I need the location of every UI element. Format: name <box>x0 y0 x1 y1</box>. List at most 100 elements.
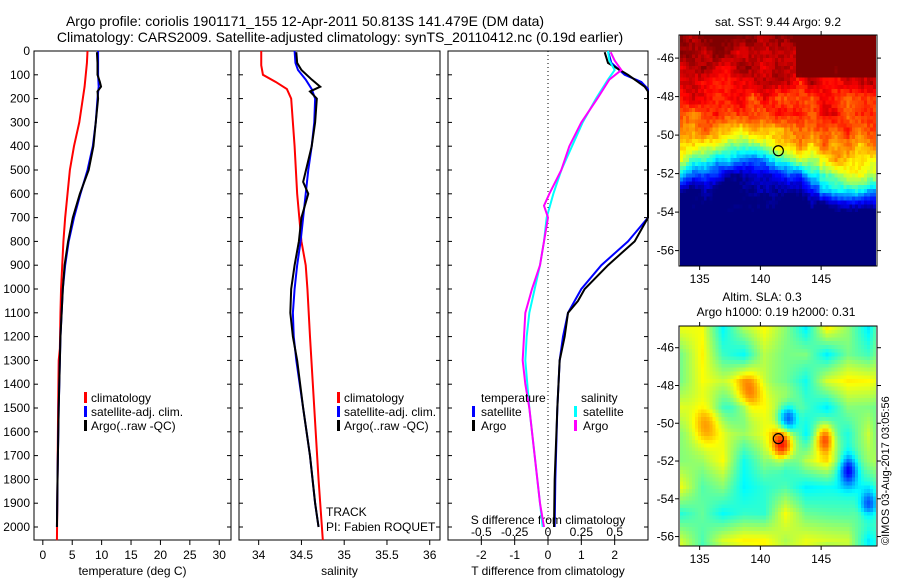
x-tick-label: 140 <box>750 552 770 566</box>
x-tick-label: 5 <box>69 548 76 562</box>
y-tick-label: -56 <box>657 530 675 544</box>
s-tick-label: 0.25 <box>570 525 594 539</box>
x-tick-label: 25 <box>183 548 197 562</box>
legend-label: satellite-adj. clim. <box>344 405 436 419</box>
legend-label: satellite-adj. clim. <box>91 405 183 419</box>
plot-frame-salinity <box>238 50 441 541</box>
y-tick-label: 400 <box>10 139 30 153</box>
y-tick-label: 200 <box>10 92 30 106</box>
y-tick-label: 1900 <box>3 496 30 510</box>
y-tick-label: 1800 <box>3 472 30 486</box>
series-line-s-argo <box>521 51 623 528</box>
title-line-2: Climatology: CARS2009. Satellite-adjuste… <box>57 29 623 45</box>
y-tick-label: -54 <box>657 205 675 219</box>
x-tick-label: 145 <box>811 552 831 566</box>
sla-map-title: Altim. SLA: 0.3 <box>722 290 802 304</box>
x-tick-label: 30 <box>213 548 227 562</box>
x-tick-label: 135 <box>690 552 710 566</box>
argo-position-marker <box>772 433 784 445</box>
y-tick-label: 1600 <box>3 425 30 439</box>
y-tick-label: 900 <box>10 258 30 272</box>
series-line-argo <box>289 52 323 528</box>
x-tick-label: -1 <box>509 548 520 562</box>
legend-label: Argo <box>583 419 609 433</box>
y-tick-label: 300 <box>10 115 30 129</box>
legend-swatch <box>84 406 87 417</box>
legend-swatch <box>472 420 475 431</box>
x-tick-label: 15 <box>124 548 138 562</box>
legend-swatch <box>574 420 577 431</box>
series-line-t-argo <box>553 51 649 528</box>
x-tick-label: 34 <box>252 548 266 562</box>
legend-swatch <box>574 406 577 417</box>
legend-label: satellite <box>481 405 522 419</box>
x-tick-label: 135 <box>690 272 710 286</box>
x-tick-label: 36 <box>423 548 437 562</box>
pi-label: PI: Fabien ROQUET <box>326 520 436 534</box>
legend-label: Argo <box>481 419 507 433</box>
title-line-1: Argo profile: coriolis 1901171_155 12-Ap… <box>66 13 544 29</box>
series-line-climatology <box>260 51 324 541</box>
x-tick-label: 0 <box>39 548 46 562</box>
s-axis-label: S difference from climatology <box>471 513 626 527</box>
x-tick-label: 35.5 <box>375 548 399 562</box>
x-tick-label: 20 <box>154 548 168 562</box>
series-line-climatology <box>55 50 89 541</box>
legend-swatch <box>337 406 340 417</box>
y-tick-label: -48 <box>657 90 675 104</box>
y-tick-label: 1700 <box>3 449 30 463</box>
legend-title-salinity: salinity <box>581 391 618 405</box>
s-tick-label: 0.5 <box>606 525 623 539</box>
s-tick-label: 0 <box>545 525 552 539</box>
legend-label: climatology <box>91 391 151 405</box>
y-tick-label: -56 <box>657 244 675 258</box>
track-label: TRACK <box>326 505 367 519</box>
y-tick-label: -52 <box>657 167 675 181</box>
y-tick-label: 700 <box>10 211 30 225</box>
y-tick-label: -52 <box>657 454 675 468</box>
y-tick-label: 1100 <box>4 306 30 320</box>
y-tick-label: 1500 <box>3 401 30 415</box>
legend-swatch <box>337 420 340 431</box>
legend-swatch <box>337 392 340 403</box>
argo-position-marker <box>772 145 784 157</box>
x-tick-label: 2 <box>611 548 618 562</box>
x-tick-label: 34.5 <box>290 548 314 562</box>
legend-title-temperature: temperature <box>481 391 546 405</box>
x-tick-label: 0 <box>545 548 552 562</box>
x-tick-label: 35 <box>338 548 352 562</box>
copyright-stamp: ©IMOS 03-Aug-2017 03:05:56 <box>880 396 892 545</box>
legend-label: satellite <box>583 405 624 419</box>
sst-map-frame <box>678 34 878 267</box>
y-tick-label: -50 <box>657 128 675 142</box>
y-tick-label: 1000 <box>3 282 30 296</box>
sst-heatmap <box>680 35 876 266</box>
y-tick-label: 0 <box>23 44 30 58</box>
y-tick-label: 1400 <box>3 377 30 391</box>
x-axis-label: salinity <box>321 564 358 578</box>
y-tick-label: 100 <box>10 68 30 82</box>
sla-heatmap <box>680 326 876 546</box>
sla-map-subtitle: Argo h1000: 0.19 h2000: 0.31 <box>697 305 856 319</box>
series-line-argo <box>55 52 103 528</box>
y-tick-label: 500 <box>10 163 30 177</box>
sst-map-title: sat. SST: 9.44 Argo: 9.2 <box>715 15 841 29</box>
s-tick-label: -0.25 <box>501 525 529 539</box>
y-tick-label: -48 <box>657 378 675 392</box>
y-tick-label: 2000 <box>3 520 30 534</box>
y-tick-label: 1300 <box>3 353 30 367</box>
legend-label: Argo(..raw -QC) <box>91 419 176 433</box>
s-tick-label: -0.5 <box>471 525 492 539</box>
x-tick-label: 140 <box>750 272 770 286</box>
y-tick-label: -46 <box>657 341 675 355</box>
y-tick-label: 1200 <box>3 330 30 344</box>
legend-swatch <box>472 406 475 417</box>
x-tick-label: -2 <box>476 548 487 562</box>
legend-swatch <box>84 420 87 431</box>
y-tick-label: -46 <box>657 51 675 65</box>
y-tick-label: 600 <box>10 187 30 201</box>
y-tick-label: -50 <box>657 416 675 430</box>
